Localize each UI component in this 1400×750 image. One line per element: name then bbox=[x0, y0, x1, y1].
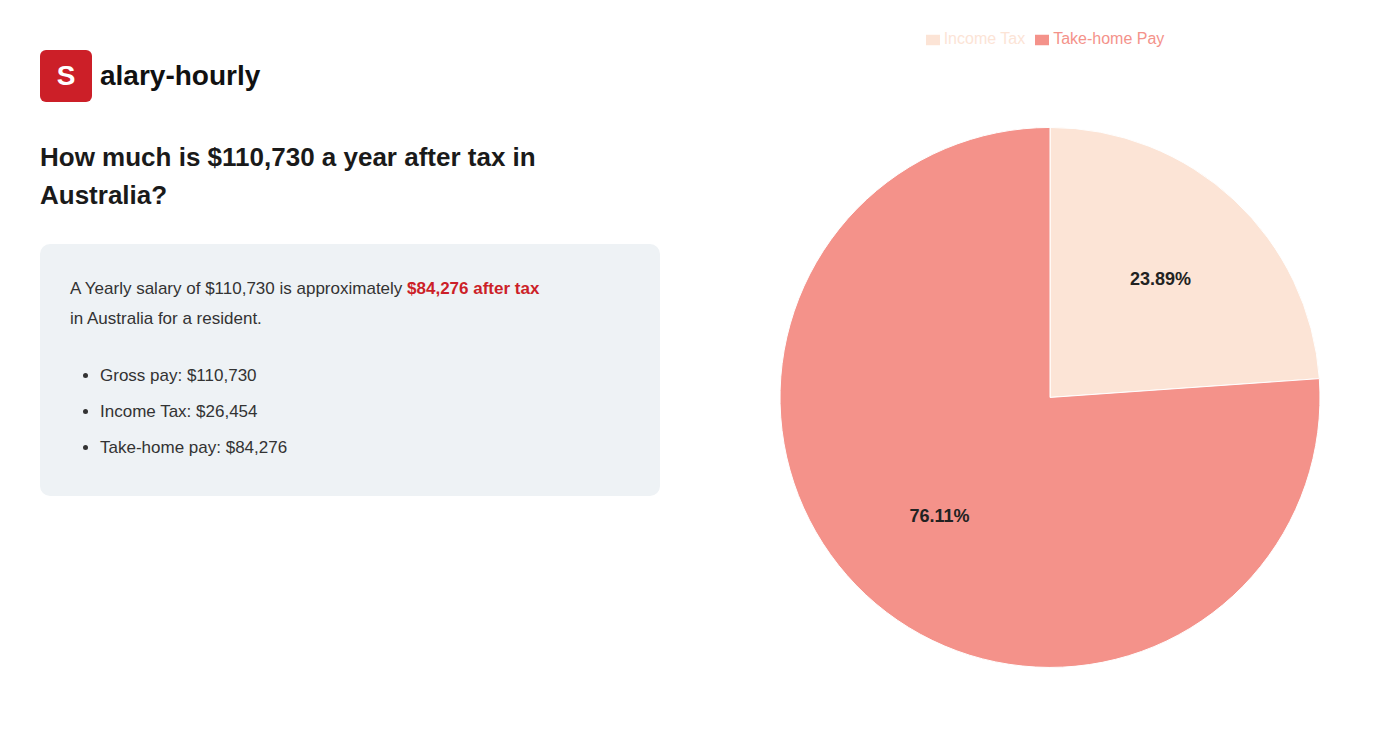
svg-text:76.11%: 76.11% bbox=[909, 506, 969, 526]
html-text:Take-home pay: $84,276: Take-home pay: $84,276 bbox=[100, 438, 288, 457]
html-text:How much is $110,730 a year af: How much is $110,730 a year after tax in bbox=[40, 142, 536, 172]
html-text:Take-home Pay: Take-home Pay bbox=[1053, 30, 1165, 47]
html-text:alary-hourly: alary-hourly bbox=[100, 60, 261, 91]
html-text:Gross pay: $110,730: Gross pay: $110,730 bbox=[100, 366, 257, 385]
html-text:Income Tax: $26,454: Income Tax: $26,454 bbox=[100, 402, 258, 421]
html-text:in Australia for a resident.: in Australia for a resident. bbox=[70, 309, 262, 328]
html-text:S: S bbox=[56, 60, 76, 91]
svg-text:23.89%: 23.89% bbox=[1130, 269, 1191, 289]
html-text:A Yearly salary of $110,730 is: A Yearly salary of $110,730 is approxima… bbox=[70, 279, 540, 298]
html-text:Income Tax: Income Tax bbox=[943, 30, 1026, 47]
html-text:Australia?: Australia? bbox=[40, 180, 168, 210]
